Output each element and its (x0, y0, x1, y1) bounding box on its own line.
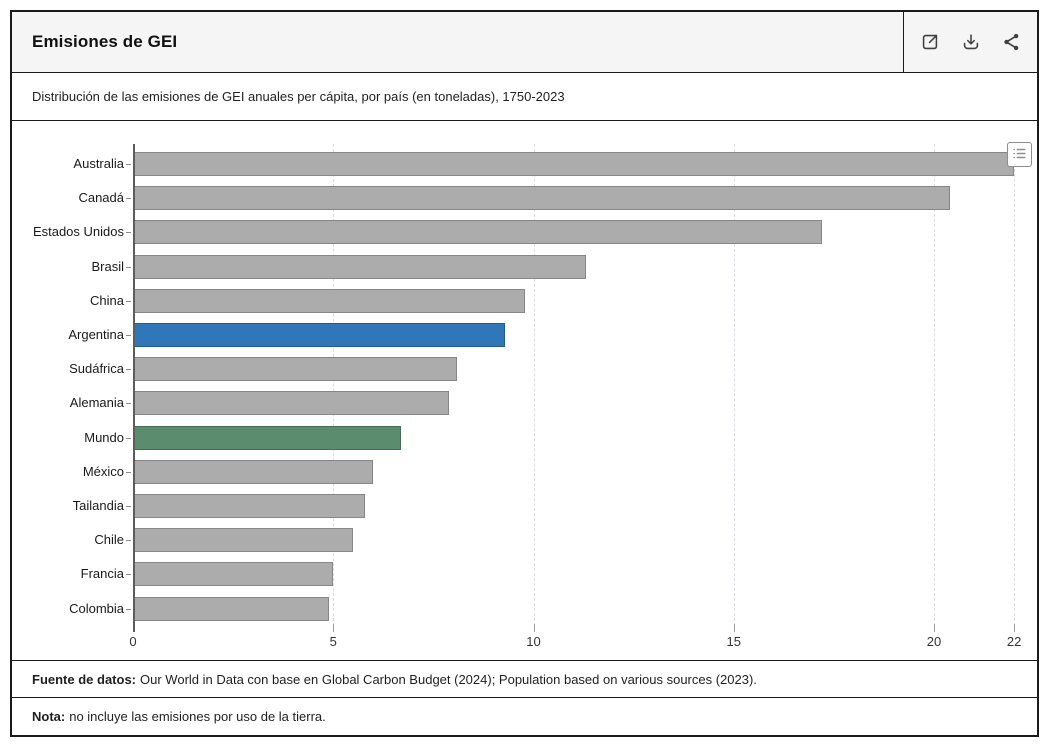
header-actions (903, 12, 1037, 72)
y-axis-tick (126, 164, 131, 165)
bar-mundo[interactable] (133, 425, 402, 450)
category-label: Australia (73, 156, 124, 171)
y-axis-tick (126, 574, 131, 576)
bar-argentina[interactable] (133, 323, 506, 347)
x-axis-tick (733, 624, 735, 632)
source-text: Our World in Data con base en Global Car… (140, 671, 757, 687)
bar-francia[interactable] (133, 562, 334, 587)
y-axis-tick (126, 608, 131, 610)
x-axis-tick-label: 20 (926, 634, 942, 649)
category-label: Canadá (78, 190, 124, 206)
bar-tailandia[interactable] (133, 494, 366, 518)
download-button[interactable] (959, 30, 983, 54)
x-axis-tick-label: 15 (726, 634, 741, 649)
bar-colombia[interactable] (133, 596, 330, 621)
x-axis-tick (1014, 624, 1016, 632)
chart-title: Emisiones de GEI (32, 32, 178, 51)
grid-line (533, 144, 535, 631)
note-text: no incluye las emisiones por uso de la t… (69, 709, 326, 724)
bar-china[interactable] (133, 288, 526, 313)
bar-estados-unidos[interactable] (133, 220, 822, 245)
bar-sudáfrica[interactable] (133, 357, 458, 382)
grid-line (934, 144, 935, 631)
y-axis-tick (126, 506, 131, 507)
chart-area: 0 5 10 15 20 22 Australia Canadá Estados Unidos B… (12, 121, 1037, 660)
category-label: Tailandia (72, 498, 124, 513)
category-label: Alemania (69, 395, 124, 411)
category-label: Colombia (69, 600, 124, 616)
share-icon (1001, 31, 1023, 53)
category-label: China (90, 292, 124, 308)
header-title-cell: Emisiones de GEI (12, 12, 903, 72)
y-axis-tick (126, 232, 131, 234)
open-external-button[interactable] (918, 30, 942, 54)
category-label: Mundo (84, 429, 124, 445)
category-label: México (82, 463, 124, 479)
x-axis-tick (934, 624, 935, 632)
bar-brasil[interactable] (133, 254, 586, 279)
data-table-icon (1011, 145, 1028, 165)
chart-widget: Emisiones de GEI (10, 10, 1039, 737)
y-axis-tick (126, 300, 131, 302)
open-external-icon (919, 31, 941, 53)
note-row: Nota: no incluye las emisiones por uso d… (12, 697, 1037, 735)
category-label: Chile (94, 532, 124, 548)
bar-canadá[interactable] (133, 186, 951, 211)
x-axis-tick-label: 5 (329, 634, 337, 649)
bar-méxico[interactable] (133, 459, 374, 484)
y-axis-tick (126, 369, 131, 371)
category-label: Argentina (68, 327, 124, 342)
share-button[interactable] (1000, 30, 1024, 54)
bar-chile[interactable] (133, 528, 354, 553)
grid-line (1014, 144, 1016, 631)
chart-subtitle: Distribución de las emisiones de GEI anu… (12, 73, 1037, 121)
bar-alemania[interactable] (133, 391, 450, 416)
x-axis-tick (333, 624, 335, 632)
y-axis-tick (126, 437, 131, 439)
source-label: Fuente de datos: (32, 671, 137, 687)
grid-line (733, 144, 735, 631)
category-label: Sudáfrica (69, 361, 124, 377)
category-label: Brasil (91, 258, 124, 274)
bar-australia[interactable] (133, 152, 1015, 176)
chart-header: Emisiones de GEI (12, 12, 1037, 73)
y-axis-tick (126, 335, 131, 336)
y-axis-tick (126, 198, 131, 200)
grid-line (333, 144, 335, 631)
x-axis-tick-label: 22 (1006, 634, 1022, 649)
x-axis-tick (533, 624, 535, 632)
category-label: Estados Unidos (32, 224, 124, 240)
y-axis-tick (126, 403, 131, 405)
note-label: Nota: (32, 709, 66, 724)
y-axis-tick (126, 471, 131, 473)
source-row: Fuente de datos: Our World in Data con b… (12, 660, 1037, 697)
data-table-toggle-button[interactable] (1007, 142, 1032, 167)
download-icon (960, 31, 982, 53)
x-axis-tick-label: 10 (526, 634, 541, 649)
y-axis-tick (126, 266, 131, 268)
y-axis-line (133, 144, 135, 632)
category-label: Francia (80, 566, 124, 582)
y-axis-tick (126, 540, 131, 542)
x-axis-tick-label: 0 (129, 634, 137, 649)
